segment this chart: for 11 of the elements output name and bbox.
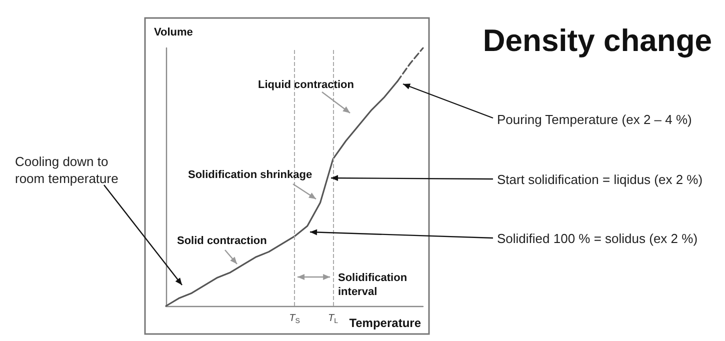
annotation: Solid contraction	[177, 234, 268, 248]
text: Density change	[482, 23, 712, 58]
annotation: Solidification shrinkage	[188, 168, 314, 182]
text: Pouring Temperature (ex 2 – 4 %)	[497, 111, 693, 128]
annotation: Liquid contraction	[258, 78, 355, 92]
annotation: Solidification interval	[338, 271, 408, 299]
text: Cooling down to room temperature	[15, 153, 120, 187]
text: Start solidification = liqidus (ex 2 %)	[497, 171, 704, 188]
text: Solidified 100 % = solidus (ex 2 %)	[497, 230, 699, 247]
x-axis-title: Temperature	[349, 316, 422, 330]
y-axis-title: Volume	[154, 26, 193, 38]
